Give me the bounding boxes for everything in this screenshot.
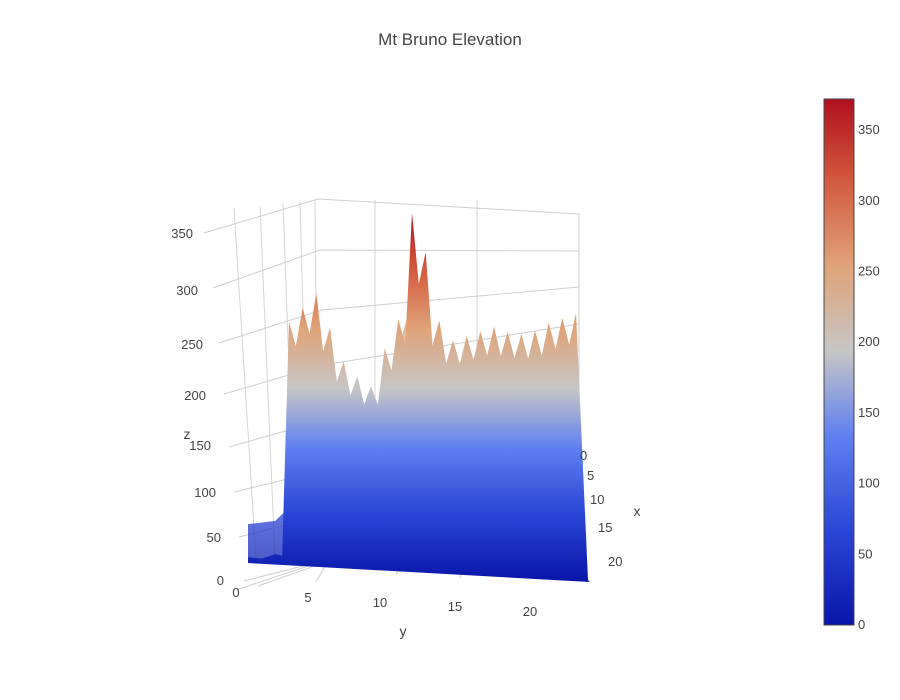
x-tick-10: 10 <box>590 492 604 507</box>
x-axis-label: x <box>634 503 641 519</box>
z-tick-350: 350 <box>171 226 193 241</box>
y-tick-15: 15 <box>448 599 462 614</box>
colorbar-tick-150: 150 <box>858 405 880 420</box>
x-tick-15: 15 <box>598 520 612 535</box>
surface-front-ridge <box>248 300 588 580</box>
z-axis-ticks: 0 50 100 150 200 250 300 350 <box>171 226 224 588</box>
z-tick-100: 100 <box>194 485 216 500</box>
grid-left-vertical-1 <box>259 205 276 561</box>
colorbar-tick-350: 350 <box>858 122 880 137</box>
z-tick-50: 50 <box>207 530 221 545</box>
x-tick-20: 20 <box>608 554 622 569</box>
grid-z-level-0 <box>203 198 580 234</box>
grid-floor-2 <box>315 564 327 583</box>
y-tick-5: 5 <box>304 590 311 605</box>
colorbar-tick-0: 0 <box>858 617 865 632</box>
x-tick-5: 5 <box>587 468 594 483</box>
grid-left-vertical-0 <box>233 207 257 561</box>
y-axis-label: y <box>400 623 407 639</box>
colorbar-tick-50: 50 <box>858 546 872 561</box>
chart-title: Mt Bruno Elevation <box>378 30 522 49</box>
z-tick-250: 250 <box>181 337 203 352</box>
y-tick-10: 10 <box>373 595 387 610</box>
colorbar-tick-300: 300 <box>858 193 880 208</box>
x-axis-ticks: 05 10 15 20 <box>580 448 622 569</box>
y-tick-20: 20 <box>523 604 537 619</box>
colorbar-tick-200: 200 <box>858 334 880 349</box>
x-tick-0: 0 <box>580 448 587 463</box>
colorbar-ticks: 0 50 100 150 200 250 300 350 <box>858 122 880 632</box>
colorbar: 0 50 100 150 200 250 300 350 <box>823 98 880 632</box>
grid-z-level-1 <box>212 249 580 289</box>
surface <box>248 213 590 582</box>
y-tick-0: 0 <box>232 585 239 600</box>
grid-z-level-2 <box>218 286 580 344</box>
colorbar-bar <box>823 98 855 626</box>
z-tick-300: 300 <box>176 283 198 298</box>
z-tick-0: 0 <box>217 573 224 588</box>
z-tick-200: 200 <box>184 388 206 403</box>
z-axis-label: z <box>184 426 191 442</box>
z-tick-150: 150 <box>189 438 211 453</box>
colorbar-tick-250: 250 <box>858 264 880 279</box>
colorbar-tick-100: 100 <box>858 476 880 491</box>
y-axis-ticks: 0 5 10 15 20 <box>232 585 537 619</box>
